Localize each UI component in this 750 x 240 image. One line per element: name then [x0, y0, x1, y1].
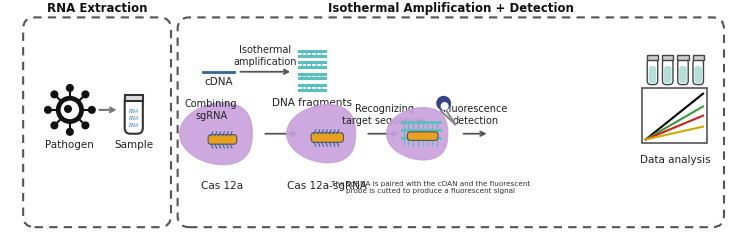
Circle shape [51, 91, 58, 98]
FancyBboxPatch shape [662, 54, 674, 60]
FancyBboxPatch shape [664, 66, 671, 83]
Circle shape [62, 101, 79, 119]
FancyBboxPatch shape [407, 132, 438, 140]
FancyBboxPatch shape [124, 96, 142, 134]
Circle shape [64, 106, 71, 112]
FancyBboxPatch shape [23, 17, 171, 227]
Text: Data analysis: Data analysis [640, 155, 711, 165]
Circle shape [51, 122, 58, 129]
Circle shape [82, 122, 88, 129]
Circle shape [82, 91, 88, 98]
Text: Isothermal
amplification: Isothermal amplification [233, 45, 297, 67]
Circle shape [44, 107, 51, 113]
Text: Pathogen: Pathogen [46, 140, 94, 150]
Text: Sample: Sample [114, 140, 153, 150]
Circle shape [67, 128, 74, 135]
FancyBboxPatch shape [642, 88, 706, 143]
FancyBboxPatch shape [662, 59, 673, 85]
FancyBboxPatch shape [178, 17, 724, 227]
Text: RNA: RNA [128, 116, 139, 121]
FancyBboxPatch shape [693, 59, 703, 85]
FancyBboxPatch shape [124, 95, 142, 101]
Circle shape [88, 107, 95, 113]
Circle shape [56, 96, 83, 123]
Circle shape [441, 103, 448, 109]
Text: RNA Extraction: RNA Extraction [46, 2, 147, 16]
Text: Recognizing
target sequences: Recognizing target sequences [342, 104, 427, 126]
FancyBboxPatch shape [649, 66, 656, 83]
Text: Combining
sgRNA: Combining sgRNA [184, 99, 237, 121]
Polygon shape [286, 105, 356, 163]
FancyBboxPatch shape [311, 133, 344, 142]
FancyBboxPatch shape [677, 54, 688, 60]
Circle shape [437, 96, 450, 110]
FancyBboxPatch shape [678, 59, 688, 85]
Text: Isothermal Amplification + Detection: Isothermal Amplification + Detection [328, 2, 574, 16]
Text: cDNA: cDNA [204, 78, 233, 87]
FancyBboxPatch shape [680, 66, 687, 83]
Text: RNA: RNA [128, 123, 139, 128]
Text: The sgRNA is paired with the cDAN and the fluorescent
probe is cutted to produce: The sgRNA is paired with the cDAN and th… [331, 181, 530, 194]
Circle shape [67, 85, 74, 91]
Text: Fluorescence
detection: Fluorescence detection [443, 104, 507, 126]
Text: RNA: RNA [128, 109, 139, 114]
FancyBboxPatch shape [646, 54, 658, 60]
FancyBboxPatch shape [647, 59, 658, 85]
FancyBboxPatch shape [694, 66, 702, 83]
FancyBboxPatch shape [209, 135, 237, 144]
Text: Cas 12a: Cas 12a [202, 181, 244, 192]
Polygon shape [180, 103, 252, 165]
Polygon shape [387, 108, 448, 160]
Text: Cas 12a-sgRNA: Cas 12a-sgRNA [287, 181, 368, 192]
FancyBboxPatch shape [692, 54, 704, 60]
Text: DNA fragments: DNA fragments [272, 98, 352, 108]
